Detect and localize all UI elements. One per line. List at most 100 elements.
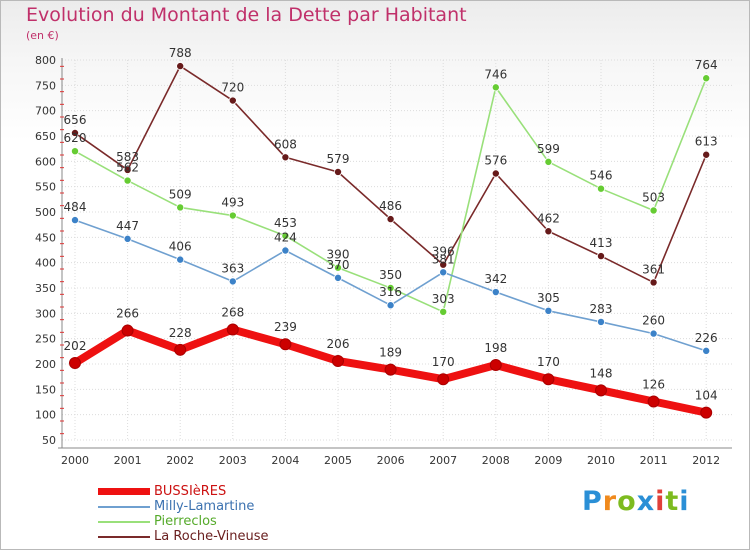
data-label: 198 <box>484 341 507 355</box>
data-label: 746 <box>484 67 507 81</box>
y-tick-label: 100 <box>35 409 56 422</box>
data-point <box>700 406 713 419</box>
x-tick-label: 2000 <box>61 454 89 467</box>
data-point <box>702 74 711 83</box>
data-label: 579 <box>327 152 350 166</box>
data-label: 126 <box>642 377 665 391</box>
data-label: 148 <box>590 366 613 380</box>
data-point <box>647 395 660 408</box>
data-point <box>386 283 395 292</box>
data-point <box>437 373 450 386</box>
data-point <box>176 62 185 71</box>
y-tick-label: 200 <box>35 358 56 371</box>
data-label: 788 <box>169 46 192 60</box>
data-point <box>228 96 237 105</box>
data-point <box>384 363 397 376</box>
data-label: 656 <box>64 113 87 127</box>
data-point <box>281 246 290 255</box>
data-label: 509 <box>169 187 192 201</box>
y-tick-label: 250 <box>35 333 56 346</box>
data-label: 406 <box>169 240 192 254</box>
data-point <box>121 324 134 337</box>
data-label: 316 <box>379 285 402 299</box>
data-label: 447 <box>116 219 139 233</box>
data-label: 396 <box>432 245 455 259</box>
data-point <box>123 234 132 243</box>
data-point <box>279 338 292 351</box>
data-label: 206 <box>327 337 350 351</box>
data-label: 303 <box>432 292 455 306</box>
data-label: 620 <box>64 131 87 145</box>
data-label: 493 <box>221 196 244 210</box>
data-point <box>439 268 448 277</box>
data-point <box>702 150 711 159</box>
data-label: 226 <box>695 331 718 345</box>
line-chart: 50 100 150 200 250 300 350 400 450 500 550 600 650 70… <box>35 46 732 467</box>
data-label: 583 <box>116 150 139 164</box>
data-label: 462 <box>537 211 560 225</box>
data-label: 189 <box>379 346 402 360</box>
y-tick-label: 350 <box>35 282 56 295</box>
data-point <box>228 211 237 220</box>
proxiti-logo: Proxiti <box>582 486 692 526</box>
data-point <box>597 252 606 261</box>
data-point <box>226 323 239 336</box>
data-point <box>491 288 500 297</box>
data-point <box>489 359 502 372</box>
data-label: 370 <box>327 258 350 272</box>
chart-subtitle: (en €) <box>26 29 59 42</box>
data-label: 576 <box>484 153 507 167</box>
data-point <box>281 231 290 240</box>
data-label: 239 <box>274 320 297 334</box>
axes: 50 100 150 200 250 300 350 400 450 500 550 600 650 70… <box>35 54 732 467</box>
data-point <box>333 167 342 176</box>
data-label: 170 <box>432 355 455 369</box>
data-label: 305 <box>537 291 560 305</box>
data-label: 266 <box>116 307 139 321</box>
logo-letter: r <box>602 486 618 517</box>
logo-letter: o <box>617 486 637 517</box>
data-label: 720 <box>221 81 244 95</box>
x-tick-label: 2008 <box>482 454 510 467</box>
data-point <box>597 317 606 326</box>
logo-letter: i <box>655 486 666 517</box>
data-label: 260 <box>642 314 665 328</box>
x-tick-label: 2006 <box>377 454 405 467</box>
data-label: 283 <box>590 302 613 316</box>
legend-label: Milly-Lamartine <box>154 499 255 514</box>
data-point <box>71 216 80 225</box>
data-point <box>333 273 342 282</box>
logo-letter: i <box>679 486 690 517</box>
data-label: 363 <box>221 261 244 275</box>
legend-swatch <box>98 506 150 508</box>
data-point <box>123 165 132 174</box>
data-point <box>595 384 607 397</box>
data-label: 390 <box>327 248 350 262</box>
data-label: 608 <box>274 137 297 151</box>
data-label: 413 <box>590 236 613 250</box>
data-label: 486 <box>379 199 402 213</box>
x-tick-label: 2002 <box>166 454 194 467</box>
data-label: 381 <box>432 252 455 266</box>
data-point <box>439 260 448 269</box>
data-label: 361 <box>642 262 665 276</box>
x-tick-label: 2005 <box>324 454 352 467</box>
logo-letter: P <box>582 486 603 517</box>
y-tick-label: 650 <box>35 130 56 143</box>
logo-letter: x <box>636 486 656 517</box>
chart-title: Evolution du Montant de la Dette par Hab… <box>26 4 467 26</box>
y-tick-label: 700 <box>35 105 56 118</box>
y-tick-label: 50 <box>42 434 56 447</box>
data-point <box>386 215 395 224</box>
data-label: 764 <box>695 58 718 72</box>
x-tick-label: 2007 <box>429 454 457 467</box>
data-point <box>332 354 344 367</box>
data-label: 424 <box>274 231 297 245</box>
legend-label: Pierreclos <box>154 514 217 529</box>
x-tick-label: 2001 <box>114 454 142 467</box>
data-label: 546 <box>590 169 613 183</box>
data-label: 613 <box>695 135 718 149</box>
data-label: 350 <box>379 268 402 282</box>
data-label: 484 <box>64 200 87 214</box>
data-label: 562 <box>116 161 139 175</box>
